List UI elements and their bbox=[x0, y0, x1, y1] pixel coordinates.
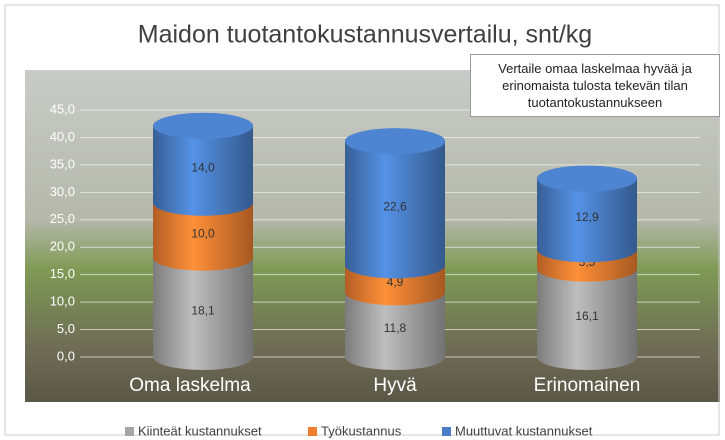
value-label: 12,9 bbox=[575, 210, 599, 224]
value-label: 11,8 bbox=[384, 321, 407, 335]
cylinder-top bbox=[345, 128, 445, 154]
y-tick-label: 5,0 bbox=[57, 321, 75, 336]
cylinder-top bbox=[537, 166, 637, 192]
y-tick-label: 25,0 bbox=[50, 211, 75, 226]
y-tick-label: 10,0 bbox=[50, 294, 75, 309]
legend-swatch bbox=[442, 427, 451, 436]
legend-swatch bbox=[125, 427, 134, 436]
y-tick-label: 20,0 bbox=[50, 239, 75, 254]
value-label: 16,1 bbox=[575, 309, 599, 323]
y-tick-label: 30,0 bbox=[50, 184, 75, 199]
cylinder-top bbox=[153, 113, 253, 139]
legend-swatch bbox=[308, 427, 317, 436]
y-tick-label: 40,0 bbox=[50, 129, 75, 144]
y-tick-label: 35,0 bbox=[50, 156, 75, 171]
legend-label: Muuttuvat kustannukset bbox=[455, 423, 593, 438]
value-label: 14,0 bbox=[191, 161, 215, 175]
y-tick-label: 15,0 bbox=[50, 266, 75, 281]
legend-label: Kiinteät kustannukset bbox=[138, 423, 262, 438]
x-tick-label: Hyvä bbox=[373, 375, 417, 396]
chart-page: Maidon tuotantokustannusvertailu, snt/kg… bbox=[0, 0, 725, 440]
x-tick-label: Erinomainen bbox=[534, 375, 641, 396]
legend-label: Työkustannus bbox=[321, 423, 402, 438]
annotation: Vertaile omaa laskelmaa hyvää ja erinoma… bbox=[470, 54, 720, 117]
y-tick-label: 0,0 bbox=[57, 348, 75, 363]
value-label: 18,1 bbox=[191, 303, 215, 317]
x-tick-label: Oma laskelma bbox=[129, 375, 251, 396]
value-label: 10,0 bbox=[191, 226, 215, 240]
chart-title: Maidon tuotantokustannusvertailu, snt/kg bbox=[138, 21, 592, 49]
value-label: 22,6 bbox=[383, 199, 407, 213]
y-tick-label: 45,0 bbox=[50, 101, 75, 116]
